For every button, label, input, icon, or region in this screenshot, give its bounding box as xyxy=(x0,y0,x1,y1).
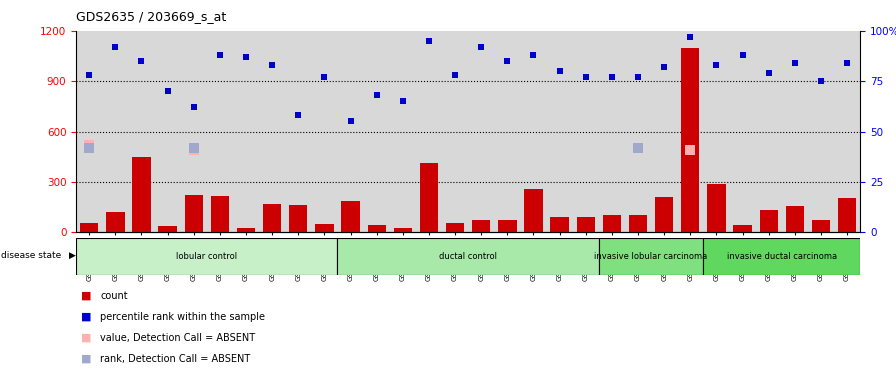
Bar xyxy=(341,201,359,232)
Bar xyxy=(393,228,412,232)
Bar xyxy=(367,225,386,232)
Text: count: count xyxy=(100,291,128,301)
Bar xyxy=(263,204,281,232)
Text: ■: ■ xyxy=(81,291,91,301)
Text: percentile rank within the sample: percentile rank within the sample xyxy=(100,312,265,322)
Bar xyxy=(599,238,703,275)
Bar xyxy=(420,162,438,232)
Bar xyxy=(498,220,516,232)
Bar xyxy=(812,220,830,232)
Bar xyxy=(76,238,338,275)
Bar xyxy=(629,215,647,232)
Text: lobular control: lobular control xyxy=(177,252,237,261)
Bar xyxy=(734,225,752,232)
Bar xyxy=(80,223,99,232)
Text: disease state: disease state xyxy=(1,251,61,260)
Bar xyxy=(107,212,125,232)
Bar xyxy=(133,157,151,232)
Bar xyxy=(446,223,464,232)
Bar xyxy=(185,195,202,232)
Text: invasive lobular carcinoma: invasive lobular carcinoma xyxy=(594,252,708,261)
Text: ■: ■ xyxy=(81,354,91,364)
Bar xyxy=(603,215,621,232)
Bar xyxy=(550,217,569,232)
Bar xyxy=(315,224,333,232)
Text: ■: ■ xyxy=(81,333,91,343)
Bar xyxy=(524,189,543,232)
Bar xyxy=(655,197,673,232)
Bar xyxy=(237,228,255,232)
Bar xyxy=(159,226,177,232)
Text: ▶: ▶ xyxy=(69,251,76,260)
Text: ductal control: ductal control xyxy=(439,252,497,261)
Text: value, Detection Call = ABSENT: value, Detection Call = ABSENT xyxy=(100,333,255,343)
Text: ■: ■ xyxy=(81,312,91,322)
Bar xyxy=(577,217,595,232)
Bar xyxy=(786,206,804,232)
Bar xyxy=(681,48,700,232)
Text: GDS2635 / 203669_s_at: GDS2635 / 203669_s_at xyxy=(76,10,227,23)
Bar xyxy=(289,205,307,232)
Bar xyxy=(707,184,726,232)
Bar xyxy=(472,220,490,232)
Text: rank, Detection Call = ABSENT: rank, Detection Call = ABSENT xyxy=(100,354,251,364)
Bar xyxy=(703,238,860,275)
Text: invasive ductal carcinoma: invasive ductal carcinoma xyxy=(727,252,837,261)
Bar xyxy=(838,198,857,232)
Bar xyxy=(760,210,778,232)
Bar xyxy=(338,238,599,275)
Bar xyxy=(211,196,229,232)
